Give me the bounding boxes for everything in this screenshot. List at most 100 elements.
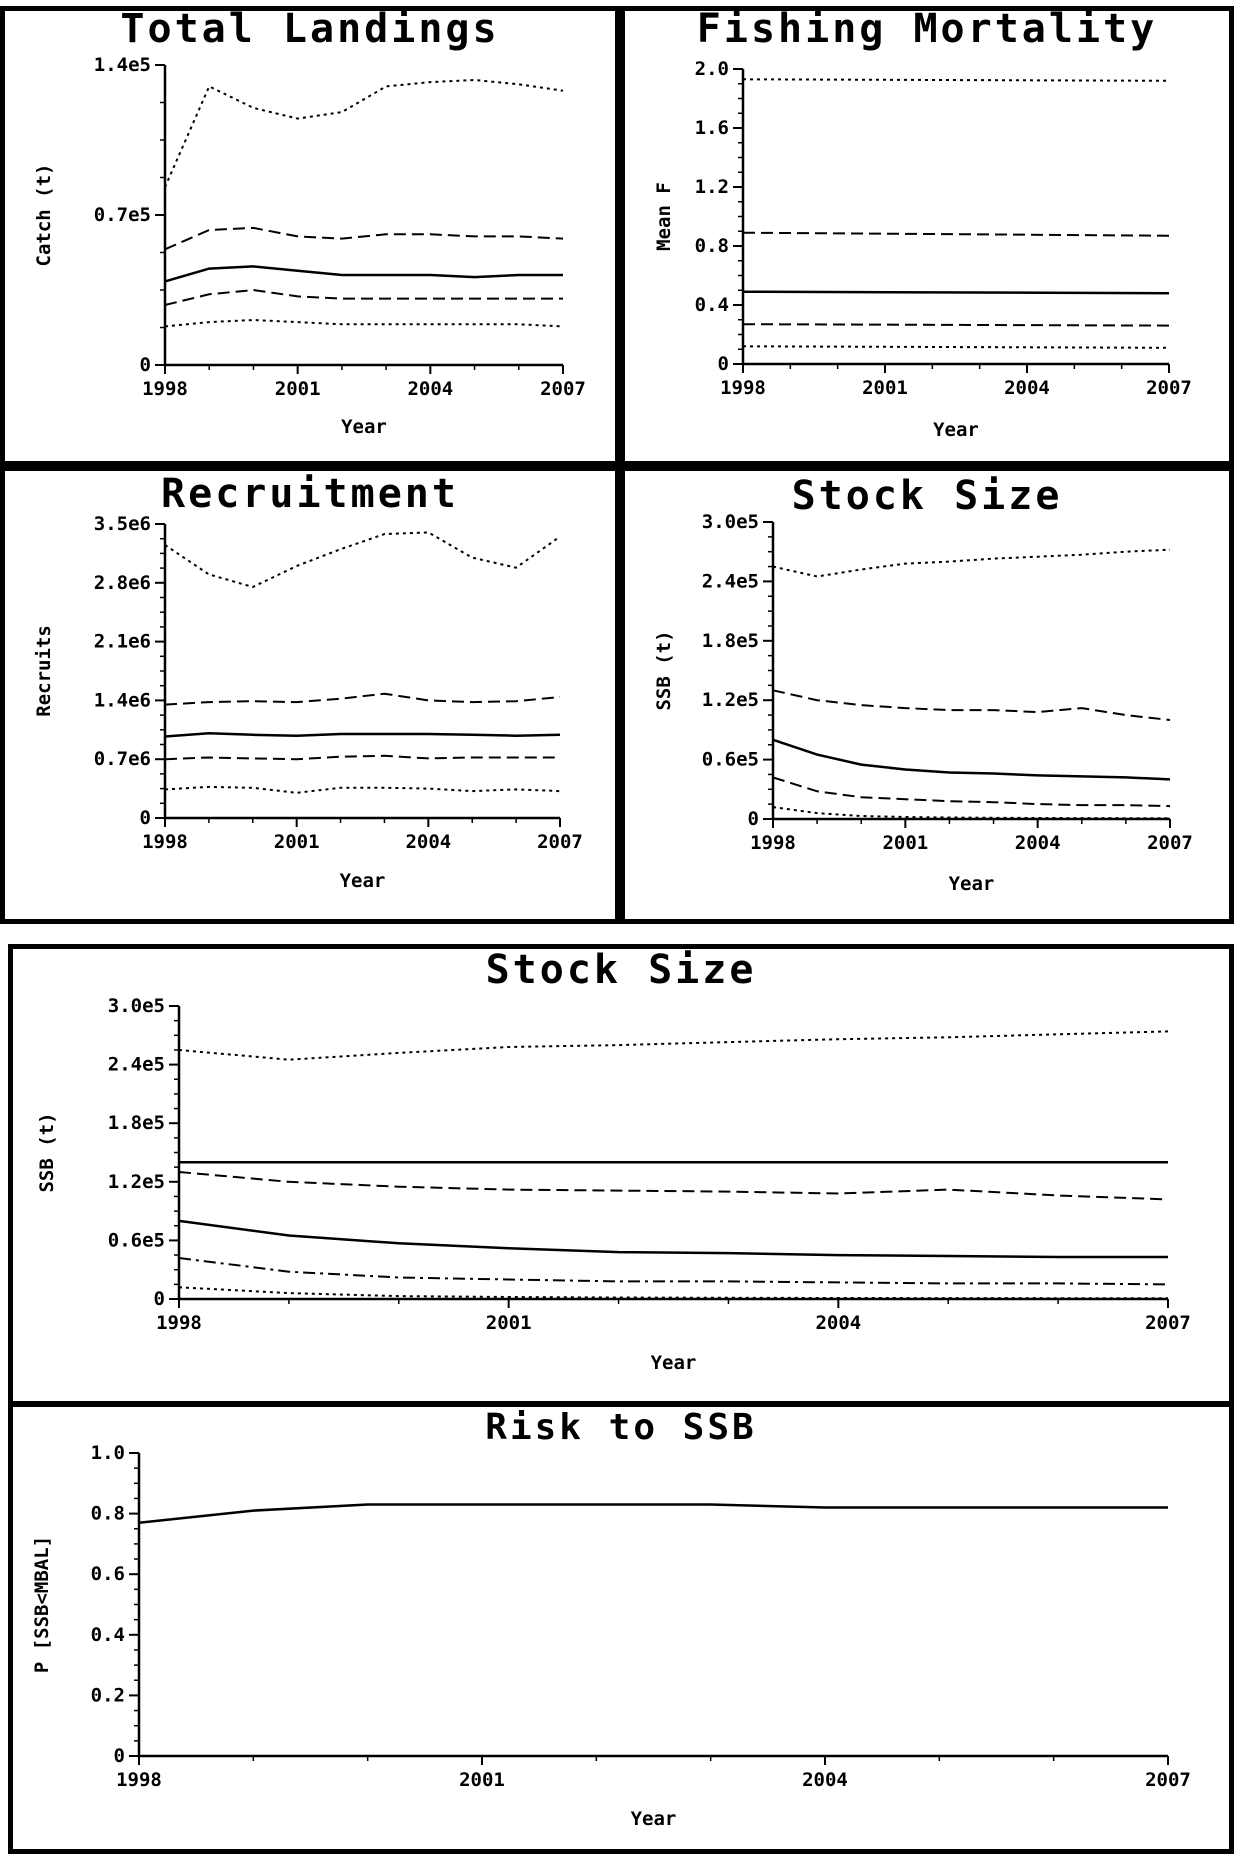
- y-tick-label: 0.6e5: [702, 749, 759, 771]
- y-axis-label: Catch (t): [33, 164, 55, 267]
- y-axis-label: Recruits: [33, 625, 55, 717]
- series-line-2: [164, 226, 564, 251]
- y-tick-label: 2.4e5: [108, 1054, 165, 1076]
- x-tick-label: 2004: [1015, 832, 1061, 854]
- y-tick-label: 1.4e6: [94, 689, 151, 711]
- panel-landings: Total Landings 0 0.7e5 1.4e5 1998 2001 2004 20…: [0, 6, 620, 466]
- y-tick-label: 3.0e5: [108, 995, 165, 1017]
- chart-recruitment: 0 0.7e6 1.4e6 2.1e6 2.8e6 3.5e6 1998 2001 2004 20…: [33, 513, 583, 892]
- chart-title: Total Landings: [120, 6, 500, 52]
- x-tick-label: 2001: [862, 377, 908, 399]
- y-tick-label: 2.8e6: [94, 572, 151, 594]
- panel-recruitment: Recruitment 0 0.7e6 1.4e6 2.1e6 2.8e6 3.5e6 19…: [0, 466, 620, 924]
- series-line-1: [164, 78, 564, 188]
- x-tick-label: 2007: [537, 831, 583, 853]
- x-tick-label: 1998: [142, 378, 188, 400]
- x-tick-label: 2004: [407, 378, 453, 400]
- series-line-3: [178, 1171, 1169, 1201]
- series-line-5: [164, 785, 561, 794]
- series-line-2: [164, 692, 561, 706]
- chart-landings: 0 0.7e5 1.4e5 1998 2001 2004 2007 Year Catch (t): [33, 54, 586, 438]
- y-tick-label: 1.2: [695, 176, 729, 198]
- x-tick-label: 2001: [882, 832, 928, 854]
- panel-risk: Risk to SSB 0 0.2 0.4 0.6 0.8 1.0 1998 2001 2004…: [8, 1402, 1234, 1854]
- y-tick-label: 0: [154, 1288, 165, 1310]
- y-tick-label: 0: [140, 354, 151, 376]
- chart-title: Recruitment: [161, 471, 459, 517]
- y-tick-label: 1.8e5: [702, 630, 759, 652]
- chart-mortality: 0 0.4 0.8 1.2 1.6 2.0 1998 2001 2004 2007 Year Mean…: [653, 58, 1192, 441]
- series-line-4: [164, 288, 563, 306]
- y-tick-label: 2.4e5: [702, 570, 759, 592]
- series-line-1: [138, 1503, 1168, 1524]
- series-line-6: [178, 1286, 1169, 1300]
- x-tick-label: 2004: [802, 1769, 848, 1791]
- series-line-3: [742, 290, 1170, 295]
- panel-stock-large: Stock Size 0 0.6e5 1.2e5 1.8e5 2.4e5 3.0e5 199…: [8, 944, 1234, 1406]
- y-tick-label: 0: [748, 808, 759, 830]
- y-tick-label: 3.0e5: [702, 511, 759, 533]
- chart-stock-large: 0 0.6e5 1.2e5 1.8e5 2.4e5 3.0e5 1998 2001 2004 20…: [36, 995, 1191, 1374]
- x-tick-label: 2004: [1004, 377, 1050, 399]
- y-tick-label: 2.0: [695, 58, 729, 80]
- chart-title: Fishing Mortality: [696, 6, 1158, 52]
- y-axis-label: SSB (t): [36, 1112, 58, 1192]
- y-tick-label: 1.2e5: [702, 689, 759, 711]
- x-axis-label: Year: [933, 419, 979, 441]
- x-tick-label: 2007: [1145, 1769, 1191, 1791]
- chart-stock-small: 0 0.6e5 1.2e5 1.8e5 2.4e5 3.0e5 1998 2001 2004 20…: [653, 511, 1193, 895]
- x-tick-label: 1998: [156, 1312, 202, 1334]
- y-axis-label: P [SSB<MBAL]: [31, 1536, 53, 1673]
- x-tick-label: 2007: [1147, 832, 1193, 854]
- x-tick-label: 2004: [405, 831, 451, 853]
- y-tick-label: 3.5e6: [94, 513, 151, 535]
- x-tick-label: 2007: [540, 378, 586, 400]
- x-tick-label: 1998: [116, 1769, 162, 1791]
- series-line-2: [742, 231, 1170, 237]
- x-axis-label: Year: [631, 1808, 677, 1830]
- series-line-1: [742, 78, 1170, 82]
- y-axis-label: SSB (t): [653, 630, 675, 710]
- y-tick-label: 2.1e6: [94, 631, 151, 653]
- x-tick-label: 2001: [459, 1769, 505, 1791]
- series-line-1: [164, 531, 561, 589]
- y-axis-label: Mean F: [653, 182, 675, 251]
- chart-title: Risk to SSB: [485, 1407, 757, 1448]
- series-line-5: [178, 1257, 1169, 1286]
- y-tick-label: 0: [140, 807, 151, 829]
- x-tick-label: 2001: [275, 378, 321, 400]
- series-line-2: [772, 689, 1171, 721]
- chart-risk: 0 0.2 0.4 0.6 0.8 1.0 1998 2001 2004 2007 Year P [S…: [31, 1442, 1191, 1830]
- y-tick-label: 0.4: [91, 1624, 125, 1646]
- series-line-4: [772, 776, 1171, 808]
- y-tick-label: 1.4e5: [94, 54, 151, 76]
- series-line-4: [164, 754, 560, 761]
- y-tick-label: 0: [114, 1745, 125, 1767]
- x-axis-label: Year: [341, 416, 387, 438]
- y-tick-label: 0.8: [695, 235, 729, 257]
- chart-title: Stock Size: [791, 473, 1063, 519]
- x-tick-label: 1998: [750, 832, 796, 854]
- x-tick-label: 2001: [274, 831, 320, 853]
- x-tick-label: 1998: [142, 831, 188, 853]
- panel-stock-small: Stock Size 0 0.6e5 1.2e5 1.8e5 2.4e5 3.0e5 199…: [620, 466, 1234, 924]
- series-line-3: [164, 731, 561, 738]
- series-line-4: [178, 1219, 1168, 1259]
- x-tick-label: 1998: [720, 377, 766, 399]
- x-axis-label: Year: [340, 870, 386, 892]
- x-axis-label: Year: [949, 873, 995, 895]
- y-tick-label: 1.2e5: [108, 1171, 165, 1193]
- y-tick-label: 1.0: [91, 1442, 125, 1464]
- x-axis-label: Year: [651, 1352, 697, 1374]
- y-tick-label: 0.6e5: [108, 1229, 165, 1251]
- y-tick-label: 0.7e6: [94, 748, 151, 770]
- y-tick-label: 0.4: [695, 294, 729, 316]
- x-tick-label: 2007: [1146, 377, 1192, 399]
- series-line-1: [772, 548, 1171, 578]
- chart-title: Stock Size: [485, 947, 757, 993]
- x-tick-label: 2004: [815, 1312, 861, 1334]
- series-line-1: [178, 1030, 1169, 1061]
- series-line-5: [164, 318, 564, 328]
- series-line-5: [742, 345, 1170, 349]
- x-tick-label: 2007: [1145, 1312, 1191, 1334]
